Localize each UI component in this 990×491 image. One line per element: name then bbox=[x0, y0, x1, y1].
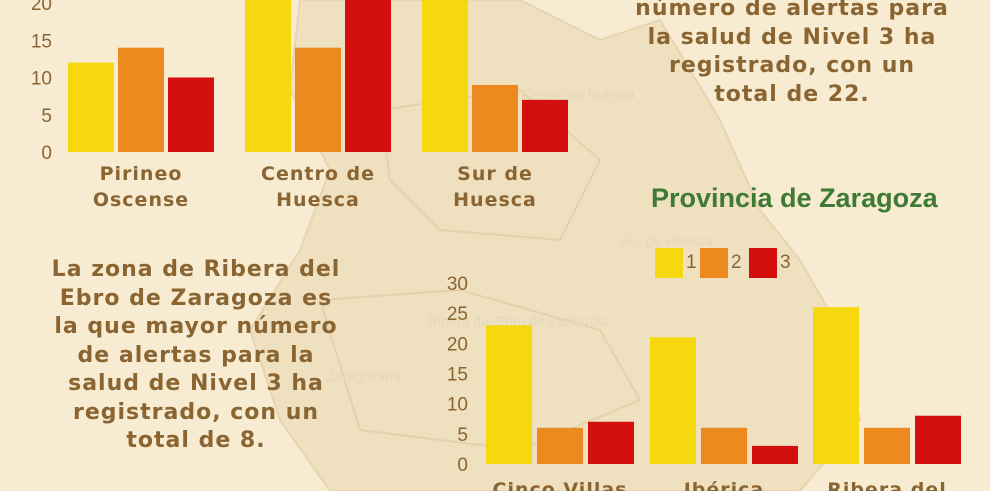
legend-label: 2 bbox=[731, 252, 742, 273]
bar bbox=[245, 0, 291, 152]
bar bbox=[537, 427, 583, 464]
y-tick-label: 10 bbox=[31, 69, 52, 90]
category-label: Ribera del bbox=[827, 479, 946, 491]
category-label: Sur de bbox=[457, 163, 533, 185]
y-tick-label: 20 bbox=[447, 334, 468, 355]
legend-swatch bbox=[749, 248, 777, 278]
bar bbox=[118, 47, 164, 153]
category-label: Ibérica bbox=[684, 479, 765, 491]
summary-line: registrado, con un bbox=[72, 399, 320, 425]
y-tick-label: 25 bbox=[447, 304, 468, 325]
y-tick-label: 0 bbox=[457, 455, 468, 476]
bar bbox=[701, 427, 747, 464]
legend-swatch bbox=[655, 248, 683, 278]
bar bbox=[486, 325, 532, 464]
summary-huesca: número de alertas para la salud de Nivel… bbox=[612, 0, 972, 109]
y-tick-label: 30 bbox=[447, 274, 468, 295]
bar bbox=[472, 84, 518, 152]
legend-item-2: 2 bbox=[700, 248, 742, 278]
bar bbox=[522, 99, 568, 152]
y-tick-label: 20 bbox=[31, 0, 52, 15]
legend-item-1: 1 bbox=[655, 248, 697, 278]
bar bbox=[650, 337, 696, 464]
bar bbox=[915, 415, 961, 464]
category-label: Cinco Villas bbox=[493, 479, 628, 491]
bar bbox=[168, 77, 214, 152]
bar bbox=[813, 307, 859, 464]
y-tick-label: 10 bbox=[447, 395, 468, 416]
summary-line: registrado, con un bbox=[668, 53, 916, 78]
bar bbox=[588, 421, 634, 464]
summary-line: La zona de Ribera del bbox=[51, 257, 341, 282]
y-tick-label: 15 bbox=[31, 31, 52, 52]
category-label: Huesca bbox=[276, 189, 360, 211]
legend-label: 1 bbox=[686, 252, 697, 273]
y-tick-label: 5 bbox=[41, 106, 52, 127]
summary-line: la salud de Nivel 3 ha bbox=[647, 24, 937, 50]
map-label-sur: Sur de Huesca bbox=[620, 233, 713, 249]
category-label: Huesca bbox=[453, 189, 537, 211]
bar bbox=[422, 0, 468, 152]
legend-label: 3 bbox=[780, 252, 791, 273]
legend-swatch bbox=[700, 248, 728, 278]
map-label-centro: Centro de Huesca bbox=[522, 86, 635, 102]
map-label-ribera: Ribera del Ebro de Zaragoza bbox=[428, 313, 608, 329]
summary-line: de alertas para la bbox=[77, 342, 315, 368]
legend-item-3: 3 bbox=[749, 248, 791, 278]
category-label: Centro de bbox=[261, 163, 375, 185]
map-label-zaragozana: Zaragozana bbox=[326, 368, 401, 384]
bar bbox=[864, 427, 910, 464]
summary-line: número de alertas para bbox=[635, 0, 949, 21]
category-label: Pirineo bbox=[100, 163, 183, 185]
category-label: Oscense bbox=[93, 189, 189, 211]
bar bbox=[345, 0, 391, 152]
summary-line: la que mayor número bbox=[54, 314, 338, 339]
bar bbox=[68, 62, 114, 152]
chart-title: Provincia de Zaragoza bbox=[651, 183, 938, 213]
y-tick-label: 0 bbox=[41, 143, 52, 164]
summary-line: total de 22. bbox=[714, 81, 870, 107]
y-tick-label: 15 bbox=[447, 365, 468, 386]
summary-line: salud de Nivel 3 ha bbox=[68, 371, 324, 396]
bar bbox=[295, 47, 341, 153]
summary-zaragoza: La zona de Ribera del Ebro de Zaragoza e… bbox=[28, 256, 364, 456]
bar bbox=[752, 445, 798, 464]
summary-line: total de 8. bbox=[126, 428, 266, 453]
y-tick-label: 5 bbox=[457, 425, 468, 446]
summary-line: Ebro de Zaragoza es bbox=[59, 285, 333, 311]
